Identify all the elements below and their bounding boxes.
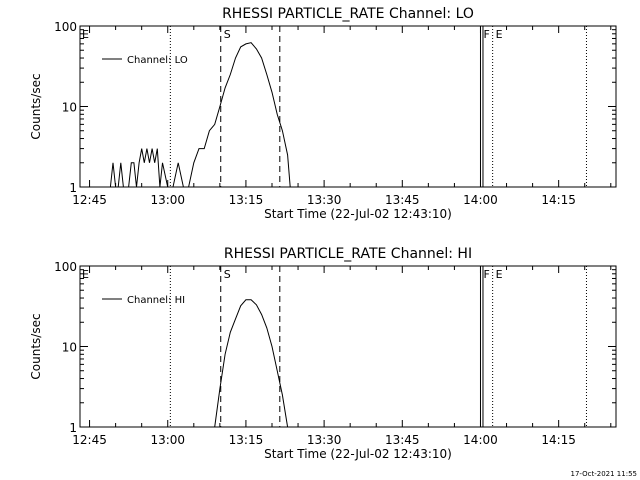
chart-title: RHESSI PARTICLE_RATE Channel: HI [224,246,472,262]
y-axis-label: Counts/sec [29,73,43,139]
timestamp: 17-Oct-2021 11:55 [571,470,637,478]
event-marker-label: S [224,268,231,281]
event-marker-label: E [82,28,89,41]
x-tick-label: 13:30 [307,193,342,207]
y-tick-label: 1 [69,181,77,195]
event-marker-label: F [483,268,489,281]
chart-title: RHESSI PARTICLE_RATE Channel: LO [222,6,474,22]
plot-frame [79,25,617,188]
x-tick-label: 13:00 [150,193,185,207]
x-axis-label: Start Time (22-Jul-02 12:43:10) [264,207,452,221]
y-tick-label: 10 [62,341,77,355]
legend-label: Channel: LO [127,55,188,66]
legend-label: Channel: HI [127,295,185,306]
x-tick-label: 12:45 [72,433,107,447]
x-tick-label: 12:45 [72,193,107,207]
y-tick-label: 100 [54,20,77,34]
y-axis-label: Counts/sec [29,313,43,379]
y-tick-label: 1 [69,421,77,435]
y-tick-label: 10 [62,101,77,115]
x-tick-label: 13:00 [150,433,185,447]
x-tick-label: 13:45 [385,433,420,447]
event-marker-label: F [483,28,489,41]
panel-hi: RHESSI PARTICLE_RATE Channel: HI 12:45 13:… [29,246,617,461]
series-line [214,299,289,428]
event-marker-label: E [82,268,89,281]
x-tick-label: 13:15 [229,193,264,207]
x-tick-label: 14:00 [463,193,498,207]
x-tick-label: 13:30 [307,433,342,447]
event-marker-label: E [496,268,503,281]
event-marker-label: S [224,28,231,41]
y-tick-label: 100 [54,260,77,274]
x-tick-label: 14:15 [541,433,576,447]
x-tick-label: 13:15 [229,433,264,447]
x-tick-label: 13:45 [385,193,420,207]
x-tick-label: 14:15 [541,193,576,207]
event-marker-label: E [496,28,503,41]
x-tick-label: 14:00 [463,433,498,447]
plot-frame [79,265,617,428]
panel-lo: RHESSI PARTICLE_RATE Channel: LO 12:45 13:… [29,6,617,221]
series-line [109,42,291,188]
x-axis-label: Start Time (22-Jul-02 12:43:10) [264,447,452,461]
